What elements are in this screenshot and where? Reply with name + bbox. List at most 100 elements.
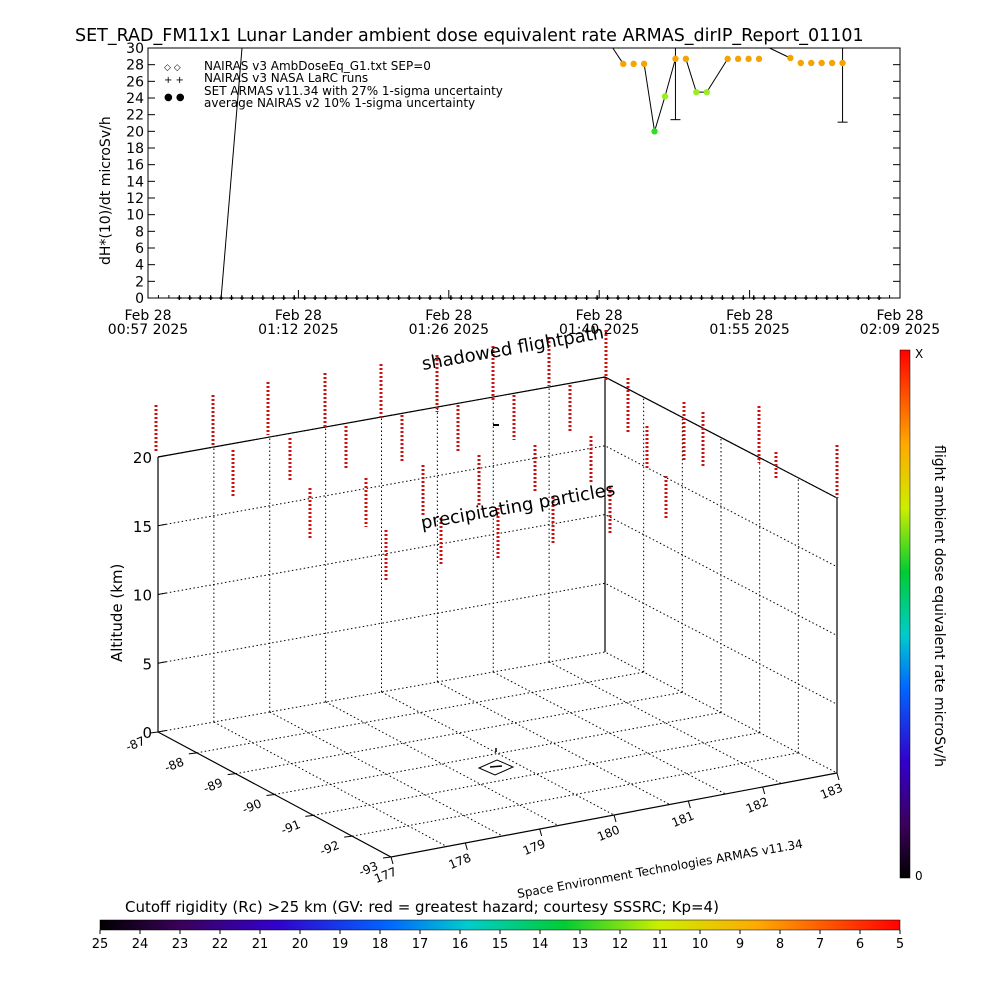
plus-marker xyxy=(354,296,359,300)
cutoff-colorbar-gradient xyxy=(99,919,901,931)
chart-title: SET_RAD_FM11x1 Lunar Lander ambient dose… xyxy=(75,26,864,46)
legend-label-nairas-v3: NAIRAS v3 AmbDoseEq_G1.txt SEP=0 xyxy=(204,59,431,73)
plus-marker xyxy=(281,296,286,300)
dose-point-orange xyxy=(755,55,763,63)
dose-point-orange xyxy=(797,59,804,67)
cutoff-tick-label: 5 xyxy=(896,937,904,952)
longitude-tick-label: 178 xyxy=(447,851,473,873)
altitude-grid-line xyxy=(157,582,838,705)
top-x-tick-label-date: Feb 28 xyxy=(876,308,923,324)
dose-point-orange xyxy=(808,59,815,67)
dip-line-2 xyxy=(685,58,729,93)
plus-marker xyxy=(511,296,516,300)
floor-grid-line-cross xyxy=(352,752,799,837)
floor-grid-line-cross xyxy=(313,732,760,816)
plus-marker xyxy=(490,296,495,300)
legend-label-set-armas: SET ARMAS v11.34 with 27% 1-sigma uncert… xyxy=(204,84,503,98)
plus-marker xyxy=(386,296,391,300)
longitude-tick-label: 181 xyxy=(670,809,696,831)
3d-box-edges xyxy=(157,376,838,858)
cutoff-tick-label: 11 xyxy=(652,937,669,952)
plus-marker xyxy=(730,296,735,300)
entry-line-2 xyxy=(769,47,791,59)
altitude-tick-label: 10 xyxy=(133,587,152,605)
plus-marker xyxy=(835,296,840,300)
plus-marker xyxy=(741,296,746,300)
altitude-tick-mark xyxy=(157,661,167,664)
plus-marker xyxy=(448,296,453,300)
plus-marker xyxy=(375,296,380,300)
latitude-tick-label: -93 xyxy=(357,859,380,879)
dose-point-orange xyxy=(745,55,752,63)
plus-marker xyxy=(699,296,704,300)
longitude-tick-mark xyxy=(762,786,766,795)
altitude-tick-mark xyxy=(157,592,167,595)
top-x-tick-label-date: Feb 28 xyxy=(726,308,773,324)
plus-marker xyxy=(407,296,412,300)
longitude-tick-mark xyxy=(687,800,691,809)
dose-point-light-green xyxy=(703,88,710,96)
altitude-tick-label: 15 xyxy=(133,518,152,536)
top-x-tick-label-time: 01:26 2025 xyxy=(409,322,489,338)
cutoff-tick-label: 19 xyxy=(332,937,349,952)
dose-point-orange xyxy=(734,55,742,63)
cutoff-tick-label: 23 xyxy=(172,937,189,952)
plus-marker xyxy=(365,296,370,300)
dose-point-orange xyxy=(724,55,731,63)
plus-marker xyxy=(751,296,756,300)
cutoff-tick-label: 13 xyxy=(572,937,589,952)
dose-rate-timeseries: dH*(10)/dt microSv/h 0246810121416182022… xyxy=(98,41,940,338)
plus-marker xyxy=(720,296,725,300)
plus-marker xyxy=(469,296,474,300)
plus-marker xyxy=(772,296,777,300)
cutoff-tick-label: 16 xyxy=(452,937,469,952)
plus-marker xyxy=(260,296,265,300)
latitude-tick-label: -90 xyxy=(240,796,263,816)
altitude-grid-line xyxy=(157,445,838,568)
box-floor-front-edge xyxy=(157,731,838,858)
plus-marker xyxy=(522,296,526,300)
plus-marker xyxy=(866,296,871,300)
altitude-tick-mark xyxy=(157,455,167,458)
top-y-tick-label: 4 xyxy=(135,258,144,274)
plus-marker xyxy=(229,296,234,300)
cutoff-tick-label: 12 xyxy=(612,937,629,952)
top-y-tick-label: 26 xyxy=(126,74,144,90)
plus-marker xyxy=(208,296,213,300)
top-y-tick-label: 20 xyxy=(126,124,144,140)
top-x-tick-label-time: 01:40 2025 xyxy=(559,322,639,338)
plus-marker xyxy=(605,296,610,300)
cutoff-tick-labels: 25 24 23 22 21 20 19 18 17 16 15 14 13 12 11 10 9 8 7 6 5 xyxy=(92,930,904,952)
longitude-tick-label: 180 xyxy=(595,823,621,845)
plus-marker xyxy=(616,296,620,300)
latitude-tick-mark xyxy=(266,794,275,796)
altitude-tick-mark xyxy=(157,523,167,527)
plus-marker xyxy=(396,296,401,300)
cutoff-tick-label: 6 xyxy=(856,937,864,952)
latitude-tick-label: -88 xyxy=(163,755,186,775)
latitude-tick-labels: -87 -88 -89 -90 -91 -92 -93 xyxy=(124,731,392,879)
cutoff-rigidity-colorbar: Cutoff rigidity (Rc) >25 km (GV: red = g… xyxy=(92,898,904,952)
floor-grid-line-cross xyxy=(235,691,683,775)
dose-colorbar-bottom-label: 0 xyxy=(915,869,923,883)
legend-label-nairas-larc: NAIRAS v3 NASA LaRC runs xyxy=(204,71,368,85)
legend-marker-nairas-larc: + + xyxy=(164,75,184,86)
latitude-tick-mark xyxy=(188,752,197,755)
plus-marker xyxy=(584,296,589,300)
top-y-tick-label: 30 xyxy=(126,41,144,57)
plus-marker xyxy=(783,296,788,300)
plus-marker xyxy=(845,296,850,300)
cutoff-tick-label: 15 xyxy=(492,937,509,952)
latitude-tick-mark xyxy=(382,856,392,859)
plus-marker xyxy=(877,296,882,300)
cutoff-tick-label: 8 xyxy=(776,937,784,952)
altitude-tick-label: 5 xyxy=(142,655,152,673)
dose-point-orange xyxy=(672,55,679,63)
plus-marker xyxy=(501,296,506,300)
top-x-tick-label-date: Feb 28 xyxy=(275,308,322,324)
legend: ◇ ◇ NAIRAS v3 AmbDoseEq_G1.txt SEP=0 + +… xyxy=(164,59,503,110)
plus-marker xyxy=(187,296,192,300)
plus-marker xyxy=(344,296,349,300)
plus-marker xyxy=(271,296,276,300)
